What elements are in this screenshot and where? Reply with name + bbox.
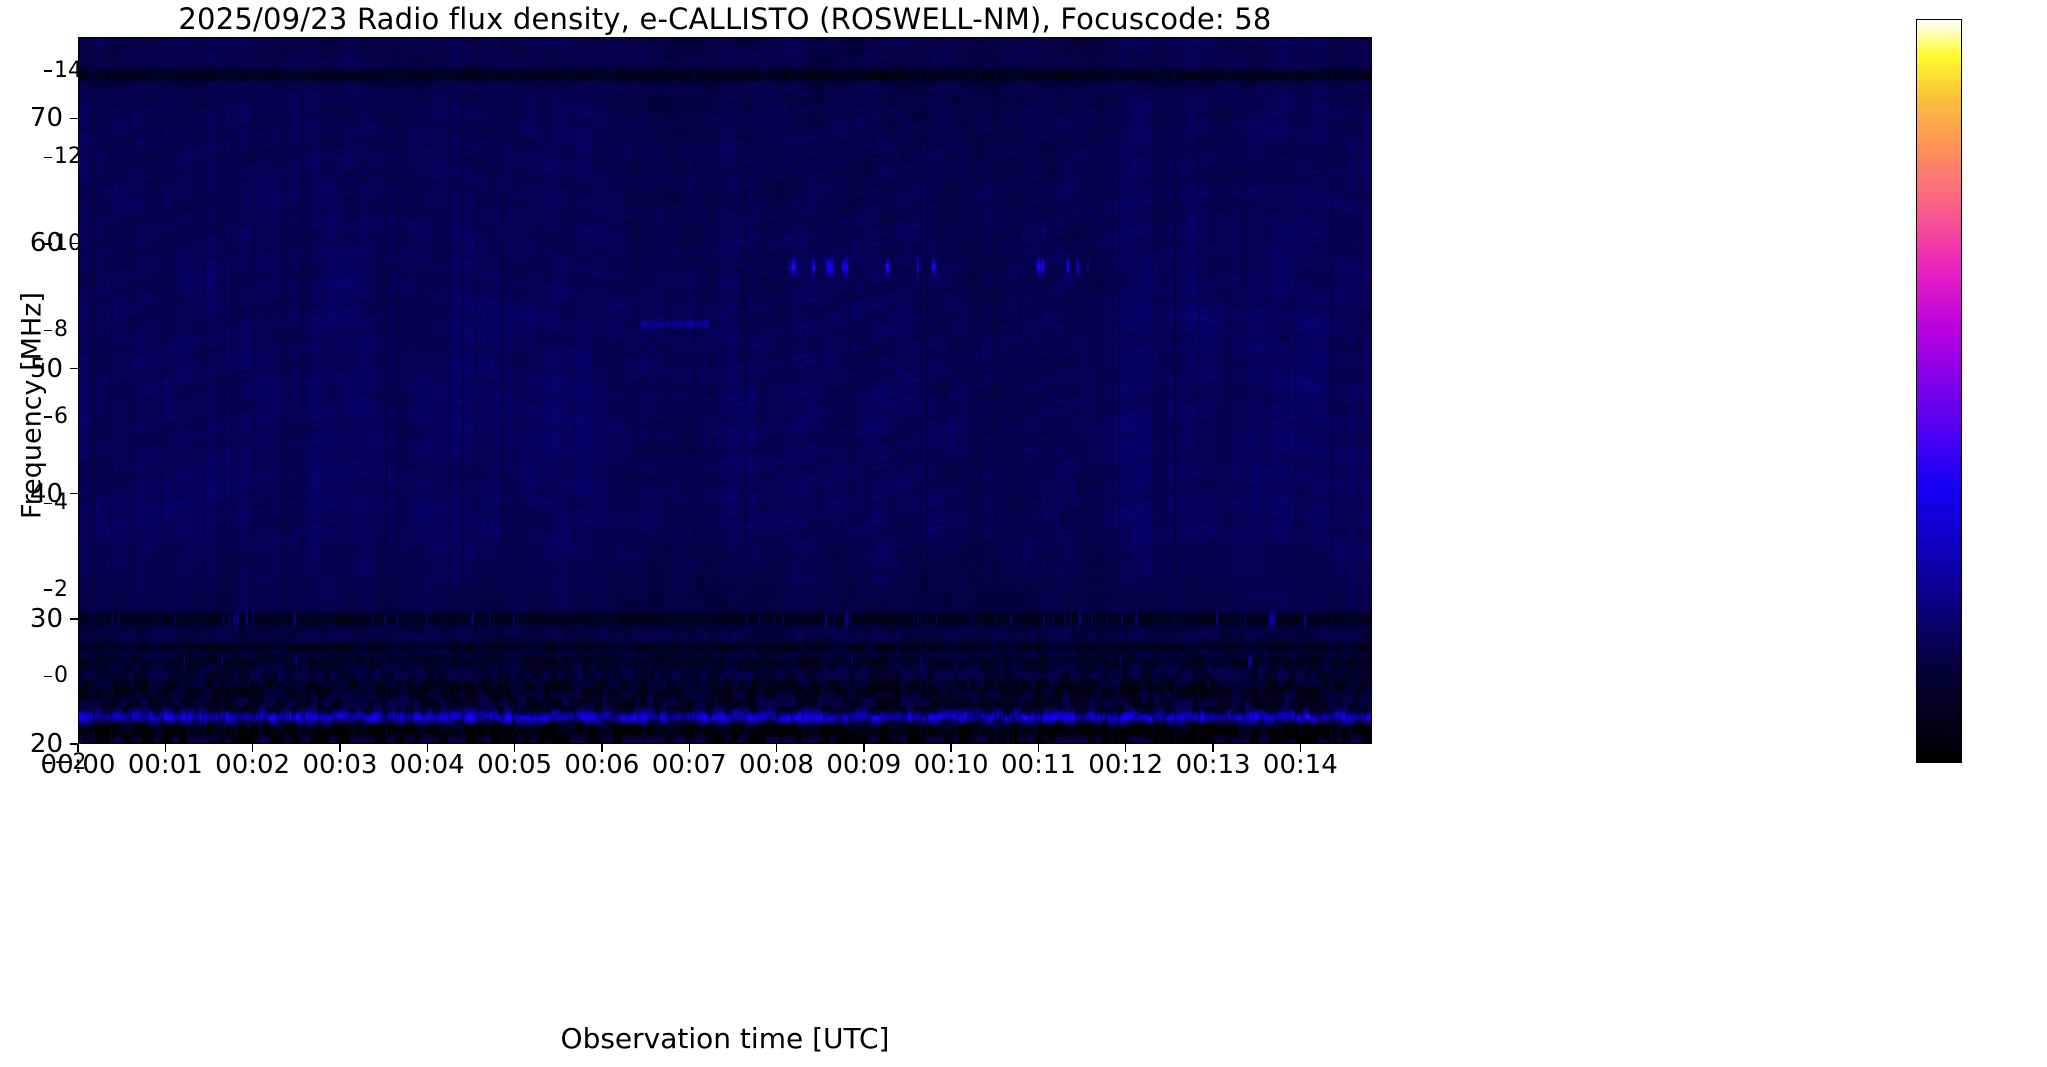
x-tick-label: 00:02 — [215, 750, 291, 780]
colorbar-tick-label: 8 — [54, 317, 68, 343]
x-tick-label: 00:12 — [1088, 750, 1164, 780]
colorbar-tick-label: −2 — [54, 750, 87, 775]
x-axis-label: Observation time [UTC] — [560, 1022, 890, 1055]
x-tick-mark — [77, 744, 79, 752]
colorbar-tick-label: 14 — [54, 57, 82, 83]
y-tick-mark — [70, 367, 78, 370]
colorbar-tick-label: 12 — [54, 144, 82, 170]
x-tick-label: 00:04 — [389, 750, 465, 780]
colorbar-gradient — [1917, 20, 1961, 762]
x-tick-mark — [601, 744, 603, 752]
spectrogram-image — [79, 38, 1371, 743]
colorbar-tick-mark — [44, 70, 52, 72]
y-tick-label: 40 — [29, 478, 63, 509]
colorbar-tick-mark — [44, 329, 52, 332]
x-tick-label: 00:10 — [913, 750, 989, 780]
x-tick-mark — [1299, 744, 1302, 752]
x-tick-label: 00:00 — [40, 750, 116, 780]
y-tick-mark — [70, 743, 78, 745]
colorbar-tick-mark — [44, 243, 52, 245]
x-tick-mark — [164, 744, 166, 752]
x-tick-mark — [513, 744, 516, 752]
x-tick-mark — [251, 744, 254, 752]
x-tick-mark — [688, 744, 690, 752]
colorbar-tick-label: 2 — [54, 576, 68, 602]
x-tick-label: 00:11 — [1000, 750, 1076, 780]
y-tick-label: 30 — [29, 603, 63, 634]
colorbar-tick-label: 6 — [54, 403, 68, 429]
colorbar-tick-mark — [44, 675, 52, 678]
y-tick-label: 70 — [29, 103, 63, 134]
y-tick-label: 20 — [29, 729, 63, 759]
colorbar-tick-mark — [44, 502, 52, 505]
colorbar — [1916, 19, 1962, 763]
x-tick-mark — [775, 744, 778, 752]
x-tick-mark — [1037, 744, 1040, 752]
y-axis-label: Frequency [MHz] — [16, 292, 48, 519]
x-tick-label: 00:03 — [302, 750, 378, 780]
x-tick-label: 00:06 — [564, 750, 640, 780]
x-tick-mark — [426, 744, 428, 752]
x-tick-mark — [1212, 744, 1214, 752]
x-tick-mark — [1125, 744, 1127, 752]
colorbar-tick-label: 10 — [54, 230, 82, 256]
x-tick-mark — [863, 744, 865, 752]
y-tick-label: 50 — [29, 353, 63, 384]
y-tick-mark — [70, 117, 78, 120]
colorbar-tick-label: 4 — [54, 490, 68, 516]
x-tick-label: 00:01 — [127, 750, 203, 780]
x-tick-mark — [339, 744, 341, 752]
x-tick-label: 00:13 — [1175, 750, 1251, 780]
x-tick-mark — [950, 744, 952, 752]
x-tick-label: 00:09 — [826, 750, 902, 780]
x-tick-label: 00:07 — [651, 750, 727, 780]
page-title: 2025/09/23 Radio flux density, e-CALLIST… — [178, 2, 1272, 36]
spectrogram-axes — [78, 37, 1372, 744]
x-tick-label: 00:05 — [477, 750, 553, 780]
x-tick-label: 00:08 — [739, 750, 814, 780]
y-tick-mark — [70, 493, 78, 495]
colorbar-tick-label: 0 — [54, 663, 68, 689]
colorbar-tick-mark — [44, 416, 52, 418]
colorbar-tick-mark — [44, 762, 52, 764]
x-tick-label: 00:14 — [1262, 750, 1338, 780]
y-tick-mark — [70, 242, 78, 245]
colorbar-tick-mark — [44, 589, 52, 591]
colorbar-tick-mark — [44, 156, 52, 159]
y-tick-mark — [70, 618, 78, 620]
